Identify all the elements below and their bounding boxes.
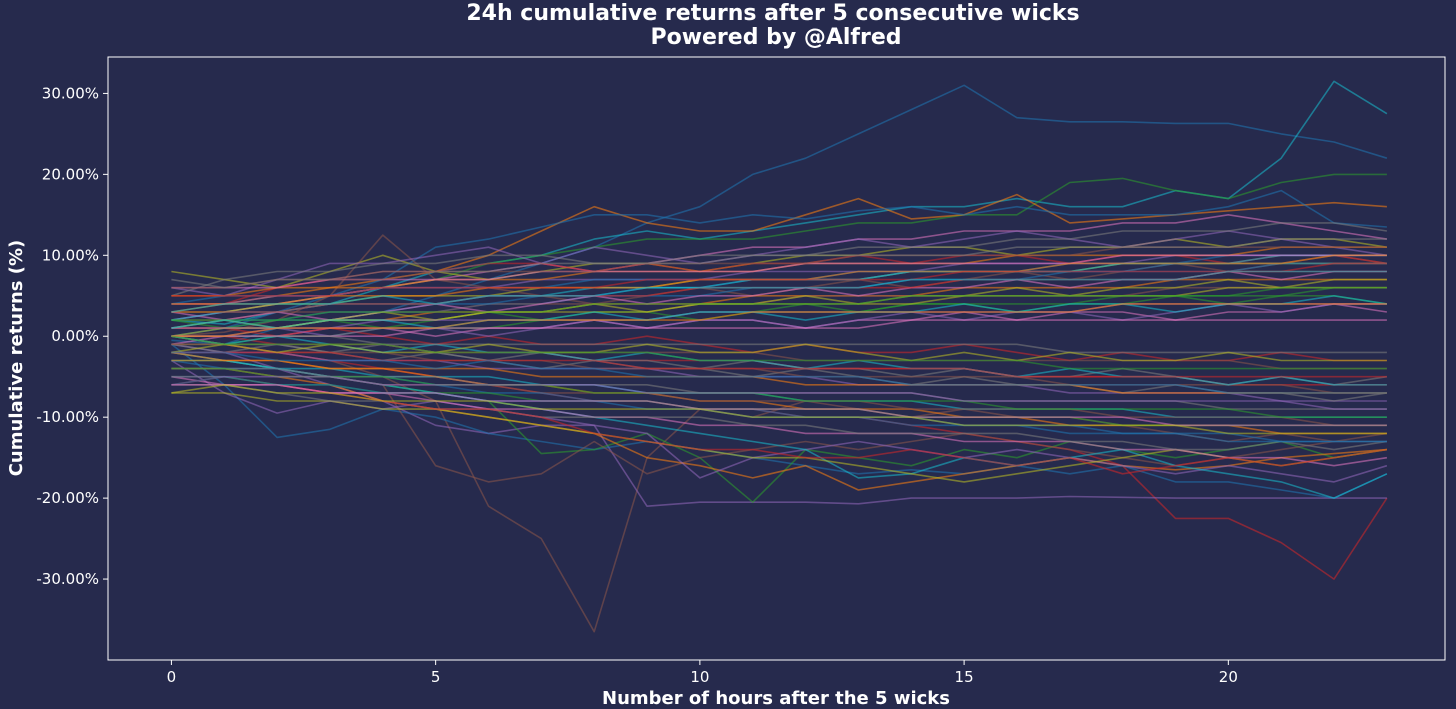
series-line: [171, 319, 1387, 338]
y-tick-label: 0.00%: [51, 327, 99, 345]
y-axis-ticks: 30.00% 20.00% 10.00% 0.00% -10.00% -20.00% -30…: [36, 84, 108, 588]
series-line: [171, 270, 1387, 313]
x-tick-label: 15: [955, 668, 974, 686]
series-line: [171, 230, 1388, 297]
series-line: [171, 294, 1388, 329]
series-line: [171, 294, 1388, 329]
y-tick-label: 20.00%: [42, 165, 99, 183]
series-line: [171, 351, 1387, 394]
series-line: [171, 189, 1387, 329]
series-line: [171, 238, 1388, 289]
series-line: [170, 343, 1388, 499]
x-tick-label: 0: [167, 668, 177, 686]
series-line: [171, 359, 1387, 394]
series-line: [171, 335, 1387, 370]
x-tick-label: 10: [690, 668, 709, 686]
y-tick-label: -30.00%: [36, 570, 99, 588]
chart-subtitle: Powered by @Alfred: [650, 25, 901, 50]
series-line: [171, 238, 1387, 289]
series-line: [171, 262, 1387, 297]
x-tick-label: 20: [1219, 668, 1238, 686]
series-lines: [170, 80, 1388, 633]
series-line: [171, 343, 1387, 362]
series-line: [171, 278, 1387, 329]
y-axis-label: Cumulative returns (%): [6, 240, 27, 477]
axes-frame: [107, 56, 1446, 661]
series-line: [171, 303, 1387, 338]
y-tick-label: -20.00%: [36, 489, 99, 507]
series-line: [171, 383, 1388, 451]
series-line: [171, 343, 1387, 394]
y-tick-label: -10.00%: [36, 408, 99, 426]
x-axis-ticks: 0 5 10 15 20: [167, 660, 1238, 686]
y-tick-label: 30.00%: [42, 84, 99, 102]
x-tick-label: 5: [431, 668, 441, 686]
series-line: [171, 367, 1387, 419]
series-line: [171, 286, 1387, 321]
series-line: [171, 383, 1387, 435]
series-line: [171, 383, 1387, 427]
chart-title: 24h cumulative returns after 5 consecuti…: [466, 1, 1079, 26]
x-axis-label: Number of hours after the 5 wicks: [602, 688, 950, 709]
series-line: [171, 367, 1387, 491]
series-line: [171, 351, 1387, 378]
y-tick-label: 10.00%: [42, 246, 99, 264]
series-line: [171, 335, 1387, 354]
series-line: [171, 375, 1387, 410]
